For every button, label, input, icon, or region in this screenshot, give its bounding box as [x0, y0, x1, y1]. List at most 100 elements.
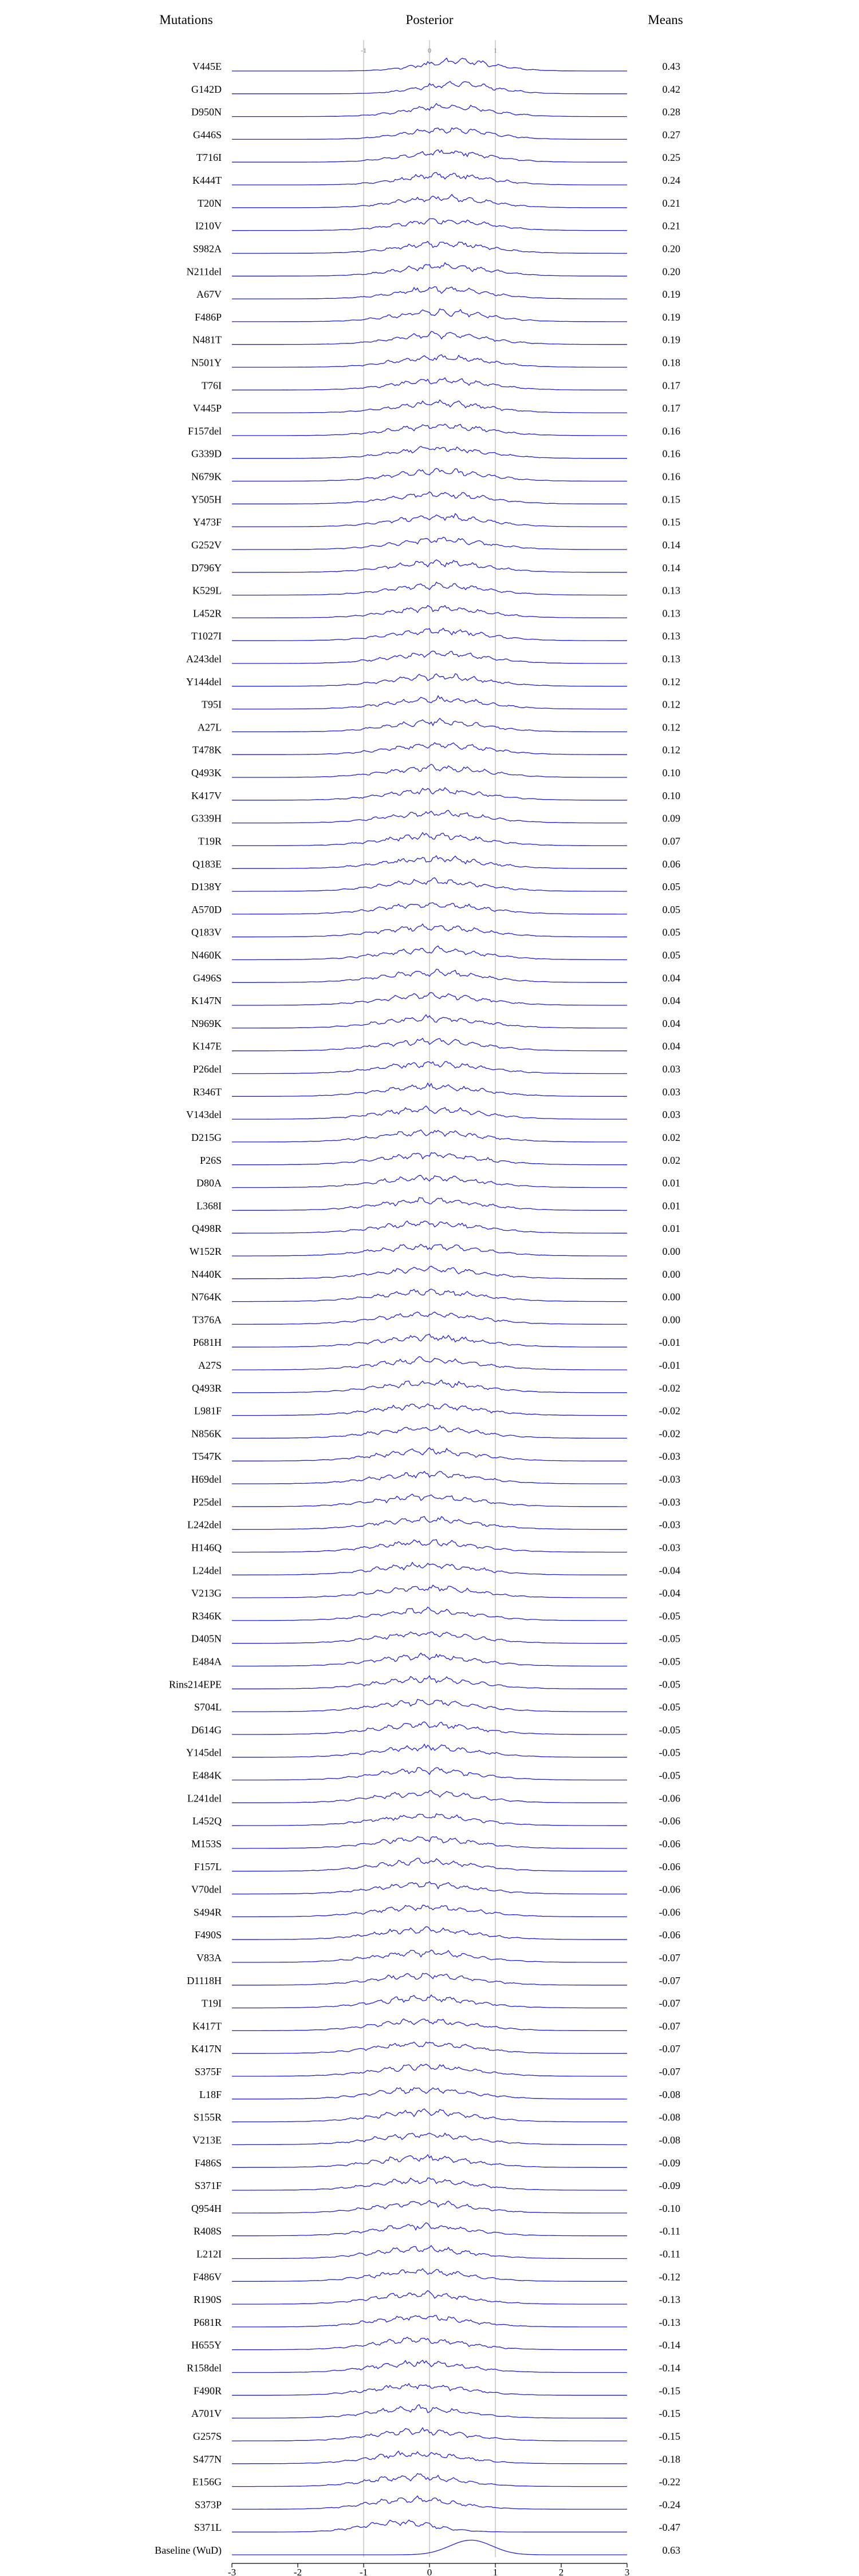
mutation-label: N440K [191, 1269, 222, 1280]
mutation-label: L242del [187, 1519, 222, 1531]
mean-value: 0.02 [663, 1132, 681, 1143]
mutation-label: T376A [192, 1314, 222, 1325]
mutation-label: F157L [194, 1861, 222, 1872]
mean-value: -0.05 [659, 1747, 681, 1759]
density-curve [232, 286, 627, 299]
density-curve [232, 627, 627, 641]
density-curve [232, 193, 627, 208]
series-row: N460K 0.05 [191, 945, 680, 961]
density-curve [232, 1652, 627, 1667]
density-curve [232, 855, 627, 869]
density-curve [232, 1471, 627, 1484]
mutation-label: T20N [198, 197, 222, 209]
series-row: Q954H -0.10 [191, 2200, 680, 2214]
mutation-label: T1027I [191, 630, 222, 642]
mean-value: -0.14 [659, 2362, 681, 2374]
mean-value: 0.01 [663, 1200, 681, 1211]
density-curve [232, 2427, 627, 2441]
density-curve [232, 2268, 627, 2282]
density-curve [232, 81, 627, 94]
series-row: Y144del 0.12 [186, 673, 681, 688]
mean-value: 0.04 [663, 1018, 681, 1029]
series-row: G496S 0.04 [193, 969, 680, 983]
density-curve [232, 172, 627, 185]
mean-value: -0.04 [659, 1564, 681, 1576]
mutation-label: M153S [191, 1838, 222, 1850]
mutation-label: T19R [198, 835, 222, 847]
mean-value: -0.06 [659, 1815, 681, 1827]
mean-value: 0.00 [663, 1291, 681, 1303]
series-row: T716I 0.25 [196, 149, 681, 163]
mutation-label: S155R [194, 2112, 222, 2123]
mean-value: 0.19 [663, 334, 681, 346]
mean-value: 0.12 [663, 676, 681, 688]
mean-value: 0.13 [663, 630, 681, 642]
ridgeline-rows: V445E 0.43 G142D 0.42 D950N 0.28 G446S 0.27 T716… [155, 57, 681, 2557]
series-row: D405N -0.05 [191, 1631, 681, 1645]
mutation-label: G257S [193, 2431, 222, 2442]
series-row: S371F -0.09 [195, 2177, 680, 2191]
mutation-label: A243del [186, 653, 222, 665]
mean-value: -0.01 [659, 1360, 681, 1371]
series-row: P26S 0.02 [200, 1152, 680, 1166]
density-curve [232, 1813, 627, 1826]
mutation-label: K417N [191, 2043, 222, 2055]
series-row: N679K 0.16 [191, 468, 681, 483]
series-row: L452Q -0.06 [192, 1813, 681, 1827]
mean-value: 0.25 [663, 152, 681, 163]
mean-value: 0.16 [663, 471, 681, 483]
series-row: G252V 0.14 [191, 536, 680, 551]
density-curve [232, 992, 627, 1006]
density-curve [232, 1447, 627, 1461]
density-curve [232, 468, 627, 482]
series-row: H146Q -0.03 [191, 1539, 680, 1553]
mean-value: -0.02 [659, 1428, 681, 1439]
density-curve [232, 2087, 627, 2100]
mutation-label: L212I [196, 2249, 222, 2260]
mean-value: -0.06 [659, 1861, 681, 1872]
mutation-label: G339H [191, 813, 222, 824]
mean-value: 0.10 [663, 767, 681, 779]
density-curve [232, 1175, 627, 1188]
series-row: V445E 0.43 [192, 57, 680, 72]
mean-value: 0.15 [663, 516, 681, 528]
mutation-label: D80A [196, 1178, 222, 1189]
density-curve [232, 2177, 627, 2191]
mutation-label: F490R [194, 2385, 222, 2396]
mean-value: 0.00 [663, 1314, 681, 1325]
density-curve [232, 2222, 627, 2237]
series-row: L981F -0.02 [194, 1403, 680, 1417]
series-row: T1027I 0.13 [191, 627, 681, 642]
mean-value: 0.06 [663, 858, 681, 870]
mutation-label: D405N [191, 1633, 222, 1645]
density-curve [232, 1994, 627, 2009]
mean-value: 0.19 [663, 311, 681, 323]
series-row: E484A -0.05 [192, 1652, 680, 1668]
mean-value: 0.13 [663, 653, 681, 665]
mutation-label: E484A [192, 1656, 222, 1668]
mutation-label: N460K [191, 949, 222, 961]
density-curve [232, 1905, 627, 1918]
density-curve [232, 902, 627, 915]
series-row: L24del -0.04 [192, 1562, 680, 1576]
mutation-label: S477N [193, 2453, 222, 2465]
mean-value: -0.22 [659, 2476, 681, 2488]
mutation-label: E156G [192, 2476, 222, 2488]
mean-value: 0.27 [663, 129, 681, 140]
density-curve [232, 1743, 627, 1758]
density-curve [232, 742, 627, 755]
density-curve [232, 945, 627, 961]
density-curve [232, 2539, 627, 2555]
mutation-label: K417T [192, 2020, 222, 2032]
density-curve [232, 331, 627, 345]
mean-value: -0.05 [659, 1633, 681, 1645]
mean-value: 0.21 [663, 220, 681, 232]
mean-value: 0.15 [663, 493, 681, 505]
mutation-label: Y145del [186, 1747, 222, 1759]
density-curve [232, 1949, 627, 1963]
series-row: D80A 0.01 [196, 1175, 680, 1189]
mutation-label: A27S [198, 1360, 222, 1371]
series-row: K444T 0.24 [192, 172, 680, 186]
mutation-label: Rins214EPE [169, 1678, 222, 1690]
series-row: A27L 0.12 [198, 717, 680, 733]
